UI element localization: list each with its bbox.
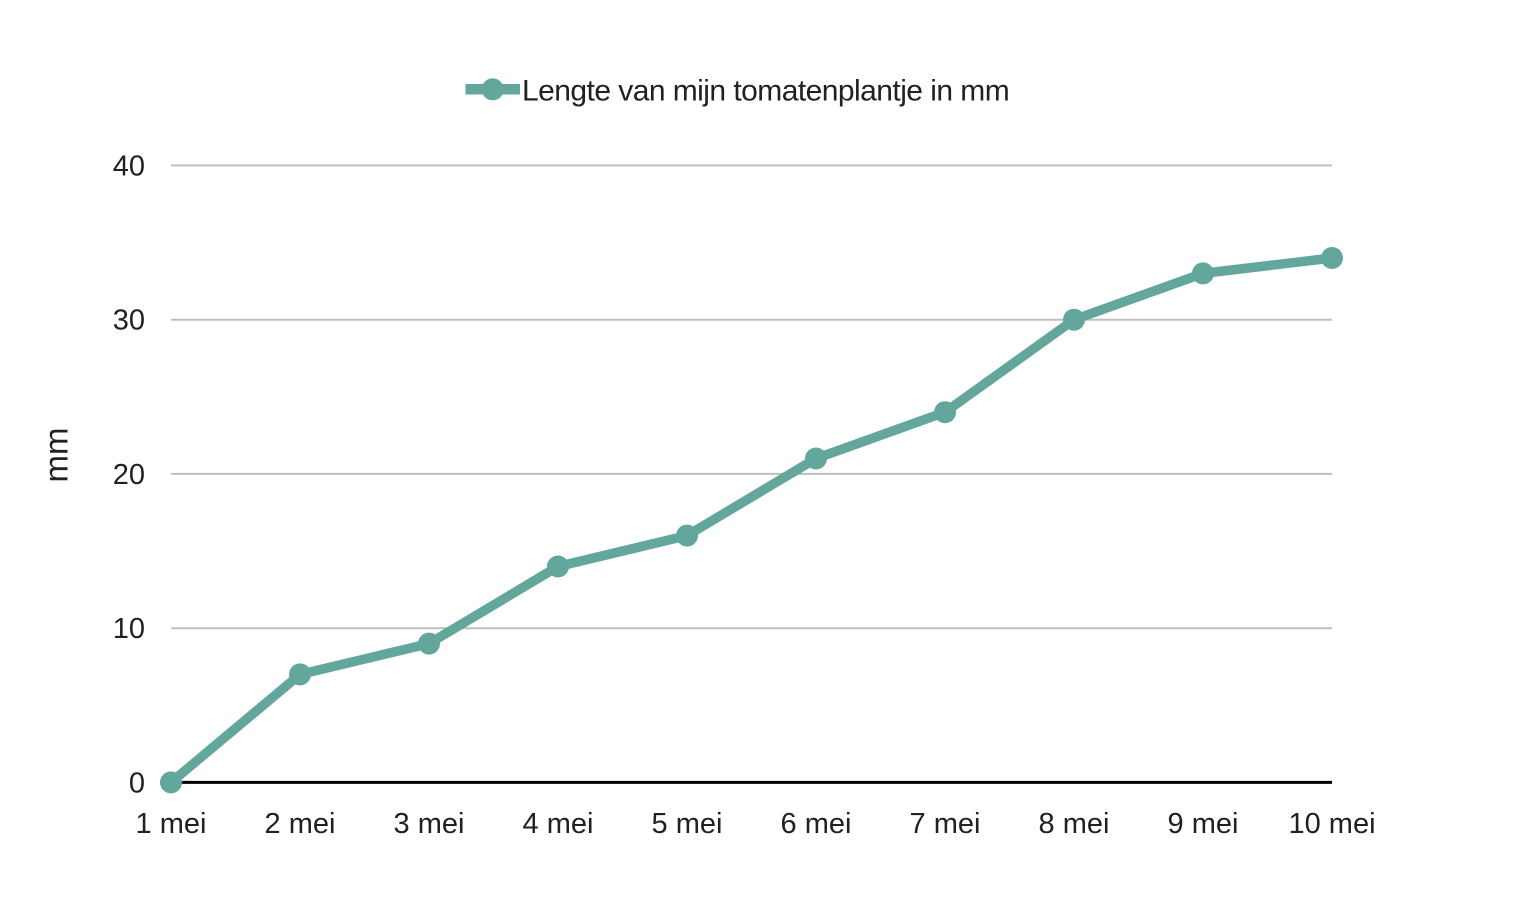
svg-text:0: 0 <box>129 767 145 799</box>
svg-text:10: 10 <box>113 613 145 645</box>
svg-text:1 mei: 1 mei <box>136 808 207 840</box>
svg-text:9 mei: 9 mei <box>1168 808 1239 840</box>
svg-text:3 mei: 3 mei <box>394 808 465 840</box>
svg-text:10 mei: 10 mei <box>1288 808 1375 840</box>
svg-text:40: 40 <box>113 150 145 182</box>
svg-text:5 mei: 5 mei <box>652 808 723 840</box>
svg-text:20: 20 <box>113 459 145 491</box>
svg-text:4 mei: 4 mei <box>523 808 594 840</box>
svg-text:Lengte van mijn tomatenplantje: Lengte van mijn tomatenplantje in mm <box>522 75 1009 108</box>
svg-text:7 mei: 7 mei <box>910 808 981 840</box>
svg-text:mm: mm <box>38 428 75 483</box>
svg-text:6 mei: 6 mei <box>781 808 852 840</box>
svg-text:8 mei: 8 mei <box>1039 808 1110 840</box>
svg-text:30: 30 <box>113 305 145 337</box>
svg-text:2 mei: 2 mei <box>265 808 336 840</box>
